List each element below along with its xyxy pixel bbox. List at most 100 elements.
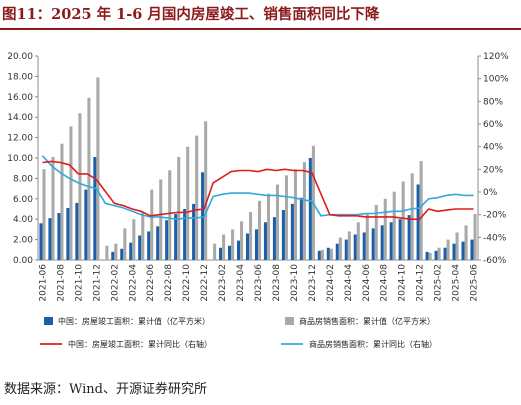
completion-bar: [263, 222, 267, 260]
sales-bar: [60, 143, 64, 260]
legend-label: 商品房销售面积：累计同比（右轴）: [309, 339, 437, 349]
completion-bar: [192, 203, 196, 260]
sales-bar: [401, 181, 405, 260]
completion-bar: [183, 209, 187, 260]
sales-bar: [78, 113, 82, 261]
right-tick-label: -40%: [483, 233, 507, 243]
sales-bar: [320, 249, 324, 260]
right-tick-label: -20%: [483, 211, 507, 221]
sales-bar: [365, 213, 369, 260]
right-tick-label: 80%: [483, 97, 503, 107]
sales-bar: [258, 200, 262, 260]
sales-bar: [419, 161, 423, 260]
legend-label: 商品房销售面积：累计值（亿平方米）: [299, 316, 435, 326]
completion-bar: [407, 215, 411, 260]
x-tick-label: 2023-04: [236, 264, 246, 302]
sales-bar: [374, 204, 378, 260]
right-tick-label: -60%: [483, 256, 507, 266]
completion-bar: [236, 240, 241, 260]
sales-bar: [473, 214, 477, 260]
sales-bar: [464, 225, 468, 260]
sales-bar: [42, 169, 46, 260]
sales-bar: [410, 173, 414, 260]
completion-bar: [344, 239, 348, 260]
completion-bar: [398, 219, 402, 260]
right-tick-label: 100%: [483, 75, 509, 85]
completion-bar: [219, 247, 223, 260]
x-tick-label: 2022-12: [200, 264, 210, 302]
completion-bar: [299, 197, 303, 260]
legend-label: 中国：房屋竣工面积：累计值（亿平方米）: [58, 316, 210, 326]
completion-bar: [84, 189, 88, 260]
completion-bar: [147, 231, 151, 260]
right-tick-label: 20%: [483, 165, 503, 175]
sales-yoy-line: [41, 155, 474, 220]
x-tick-label: 2023-10: [290, 264, 300, 302]
sales-bar: [96, 77, 100, 260]
completion-bar: [308, 158, 312, 260]
sales-bar: [87, 97, 91, 260]
legend-label: 中国：房屋竣工面积：累计同比（右轴）: [68, 339, 212, 349]
sales-bar: [186, 146, 190, 260]
completion-bar: [281, 210, 285, 260]
x-tick-label: 2025-04: [452, 264, 462, 302]
completion-bar: [416, 184, 420, 260]
completion-bar: [174, 214, 178, 260]
completion-bar: [362, 232, 366, 260]
x-tick-label: 2021-06: [39, 264, 49, 302]
completion-bar: [165, 220, 169, 260]
title-rule: [0, 28, 521, 30]
sales-bar: [293, 169, 297, 260]
sales-bar: [249, 212, 253, 260]
x-tick-label: 2023-12: [308, 264, 318, 302]
completion-bar: [443, 247, 447, 260]
completion-bar: [245, 233, 250, 260]
left-tick-label: 6.00: [13, 195, 33, 205]
x-tick-label: 2025-02: [434, 264, 444, 302]
sales-bar: [428, 252, 432, 260]
completion-bar: [470, 239, 474, 260]
sales-bar: [51, 156, 55, 260]
sales-bar: [114, 243, 118, 260]
completion-bar: [129, 242, 133, 260]
completion-bar: [326, 247, 330, 260]
sales-bar: [213, 243, 217, 260]
left-tick-label: 16.00: [7, 93, 33, 103]
x-tick-label: 2022-08: [164, 264, 174, 302]
sales-bar: [302, 162, 306, 260]
left-tick-label: 20.00: [7, 52, 33, 62]
completion-bar: [156, 226, 160, 260]
sales-bar: [105, 245, 109, 260]
completion-bar: [389, 222, 393, 260]
x-tick-label: 2023-02: [218, 264, 228, 302]
legend-swatch: [44, 317, 53, 325]
left-tick-label: 10.00: [7, 154, 33, 164]
completion-bar: [434, 250, 438, 260]
sales-bar: [168, 170, 172, 260]
sales-bar: [437, 247, 441, 260]
x-tick-label: 2024-04: [344, 264, 354, 302]
left-tick-label: 0.00: [13, 256, 33, 266]
completion-bar: [335, 243, 339, 260]
x-tick-label: 2022-04: [128, 264, 138, 302]
combo-chart: 0.00 2.00 4.00 6.00 8.00 10.00 12.00 14.00 16.00…: [7, 52, 509, 349]
source-note: 数据来源：Wind、开源证券研究所: [4, 382, 207, 397]
x-tick-label: 2021-08: [56, 264, 66, 302]
completion-yoy-line: [42, 160, 474, 220]
completion-bar: [254, 229, 258, 260]
left-tick-label: 2.00: [13, 236, 33, 246]
completion-bar: [353, 234, 357, 260]
completion-bar: [452, 243, 456, 260]
sales-bar: [231, 229, 235, 260]
sales-bar: [132, 219, 136, 260]
completion-bar: [48, 218, 52, 260]
sales-bar: [455, 232, 459, 260]
x-tick-label: 2021-12: [92, 264, 102, 302]
sales-bar: [177, 156, 181, 260]
x-tick-label: 2023-06: [254, 264, 264, 302]
x-tick-label: 2024-08: [380, 264, 390, 302]
x-tick-label: 2025-06: [470, 264, 480, 302]
sales-bar: [392, 191, 396, 260]
sales-bar: [266, 193, 271, 260]
sales-bar: [69, 126, 73, 260]
